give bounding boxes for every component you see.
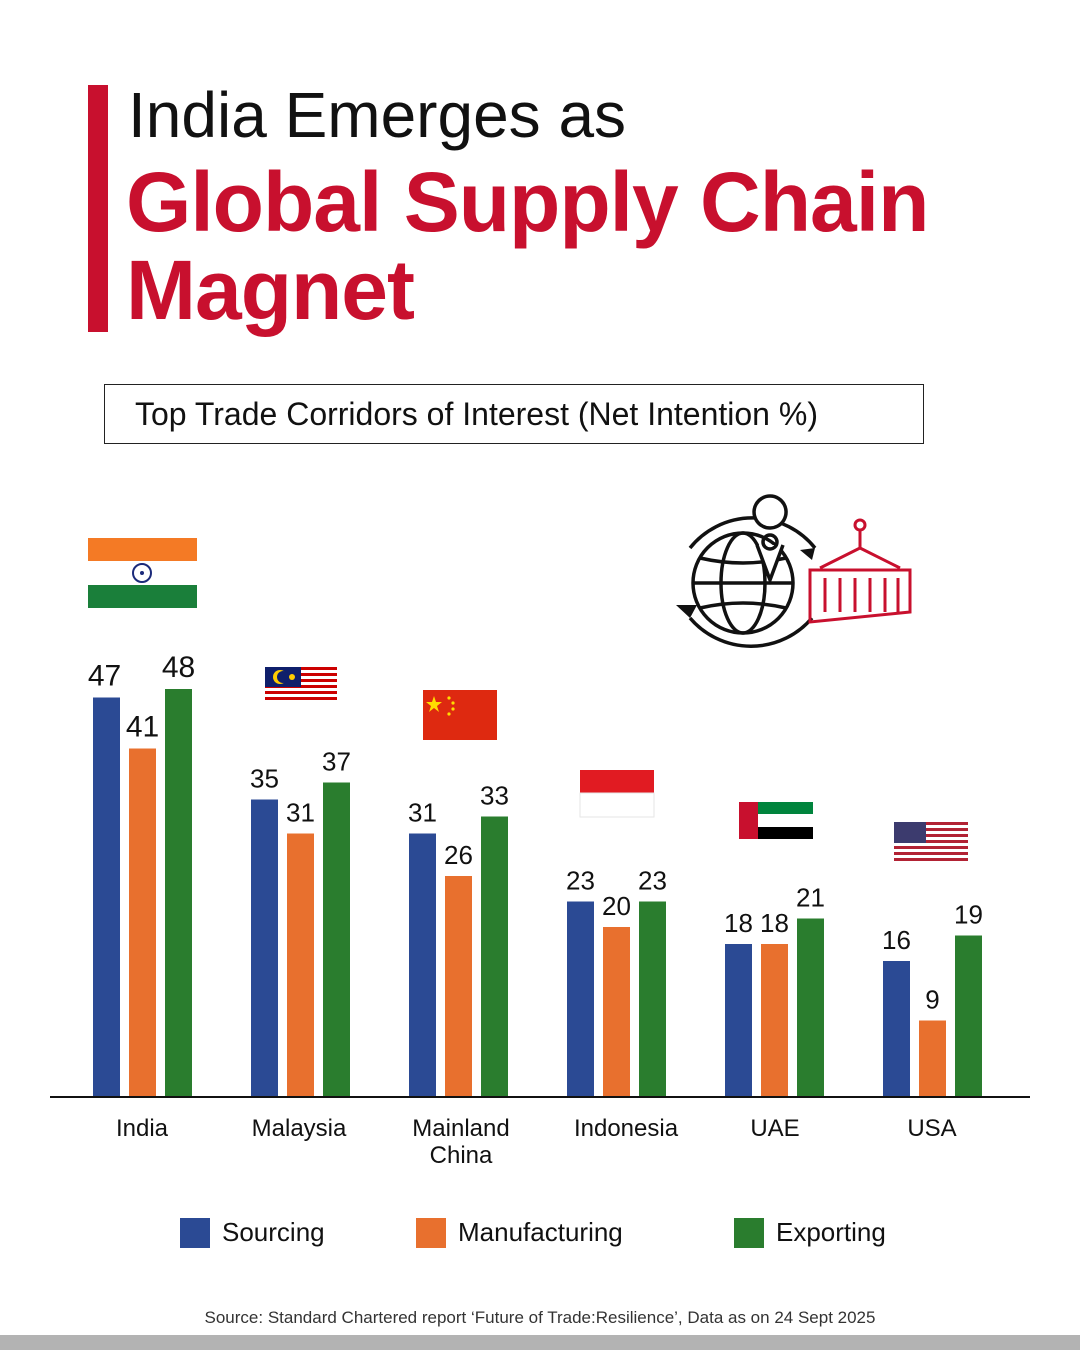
bar-uae-manufacturing [761,944,788,1097]
indonesia-flag [579,770,655,818]
x-tick-label-uae: UAE [750,1115,799,1142]
china-flag [423,690,497,740]
data-label-indonesia-manufacturing: 20 [602,891,631,921]
title-accent-bar [88,85,108,332]
bar-indonesia-sourcing [567,901,594,1097]
bar-usa-exporting [955,935,982,1097]
chart-title-text: Top Trade Corridors of Interest (Net Int… [135,395,818,432]
bar-uae-exporting [797,918,824,1097]
data-label-usa-exporting: 19 [954,900,983,930]
bottom-strip [0,1335,1080,1350]
bar-mainland-china-manufacturing [445,876,472,1097]
data-label-usa-sourcing: 16 [882,925,911,955]
legend-label-exporting: Exporting [776,1217,886,1247]
bar-india-exporting [165,689,192,1097]
globe-container-cycle-icon [676,494,912,648]
data-label-mainland-china-sourcing: 31 [408,798,437,828]
legend-swatch-manufacturing [416,1217,446,1248]
bar-usa-manufacturing [919,1020,946,1097]
x-tick-label-malaysia: Malaysia [252,1115,347,1142]
data-label-india-exporting: 48 [162,651,195,684]
legend-item-sourcing: Sourcing [180,1217,325,1248]
x-tick-label-india: India [116,1115,169,1142]
malaysia-flag [265,667,337,703]
legend: Sourcing Manufacturing Exporting [0,1217,1080,1257]
bar-indonesia-manufacturing [603,927,630,1097]
bar-malaysia-manufacturing [287,833,314,1097]
data-label-indonesia-exporting: 23 [638,866,667,896]
x-tick-label-usa: USA [907,1115,956,1142]
legend-label-manufacturing: Manufacturing [458,1217,623,1247]
usa-flag [894,822,968,861]
chart-title: Top Trade Corridors of Interest (Net Int… [104,384,924,444]
data-label-mainland-china-manufacturing: 26 [444,840,473,870]
x-tick-label-indonesia: Indonesia [574,1115,679,1142]
india-flag [88,538,197,608]
data-label-uae-sourcing: 18 [724,908,753,938]
bar-india-manufacturing [129,748,156,1097]
bar-india-sourcing [93,697,120,1097]
title-line-1: India Emerges as [128,79,627,151]
data-label-malaysia-exporting: 37 [322,747,351,777]
bar-usa-sourcing [883,961,910,1097]
uae-flag [739,802,813,839]
data-label-malaysia-manufacturing: 31 [286,798,315,828]
x-tick-label-mainland-china-line-2: China [430,1142,493,1169]
data-label-india-manufacturing: 41 [126,711,159,744]
bar-malaysia-sourcing [251,799,278,1097]
legend-item-exporting: Exporting [734,1217,886,1248]
data-label-indonesia-sourcing: 23 [566,866,595,896]
bar-indonesia-exporting [639,901,666,1097]
data-label-india-sourcing: 47 [88,660,121,693]
source-note: Source: Standard Chartered report ‘Futur… [204,1308,876,1327]
legend-swatch-sourcing [180,1217,210,1248]
bar-mainland-china-exporting [481,816,508,1097]
data-label-uae-manufacturing: 18 [760,908,789,938]
legend-label-sourcing: Sourcing [222,1217,325,1247]
bar-malaysia-exporting [323,782,350,1097]
bar-uae-sourcing [725,944,752,1097]
data-label-uae-exporting: 21 [796,883,825,913]
legend-item-manufacturing: Manufacturing [416,1217,623,1248]
bar-mainland-china-sourcing [409,833,436,1097]
x-tick-label-mainland-china-line-1: Mainland [412,1115,509,1142]
data-label-mainland-china-exporting: 33 [480,781,509,811]
data-label-usa-manufacturing: 9 [925,985,939,1015]
legend-swatch-exporting [734,1217,764,1248]
title-line-2: Global Supply Chain Magnet [126,155,929,337]
data-label-malaysia-sourcing: 35 [250,764,279,794]
